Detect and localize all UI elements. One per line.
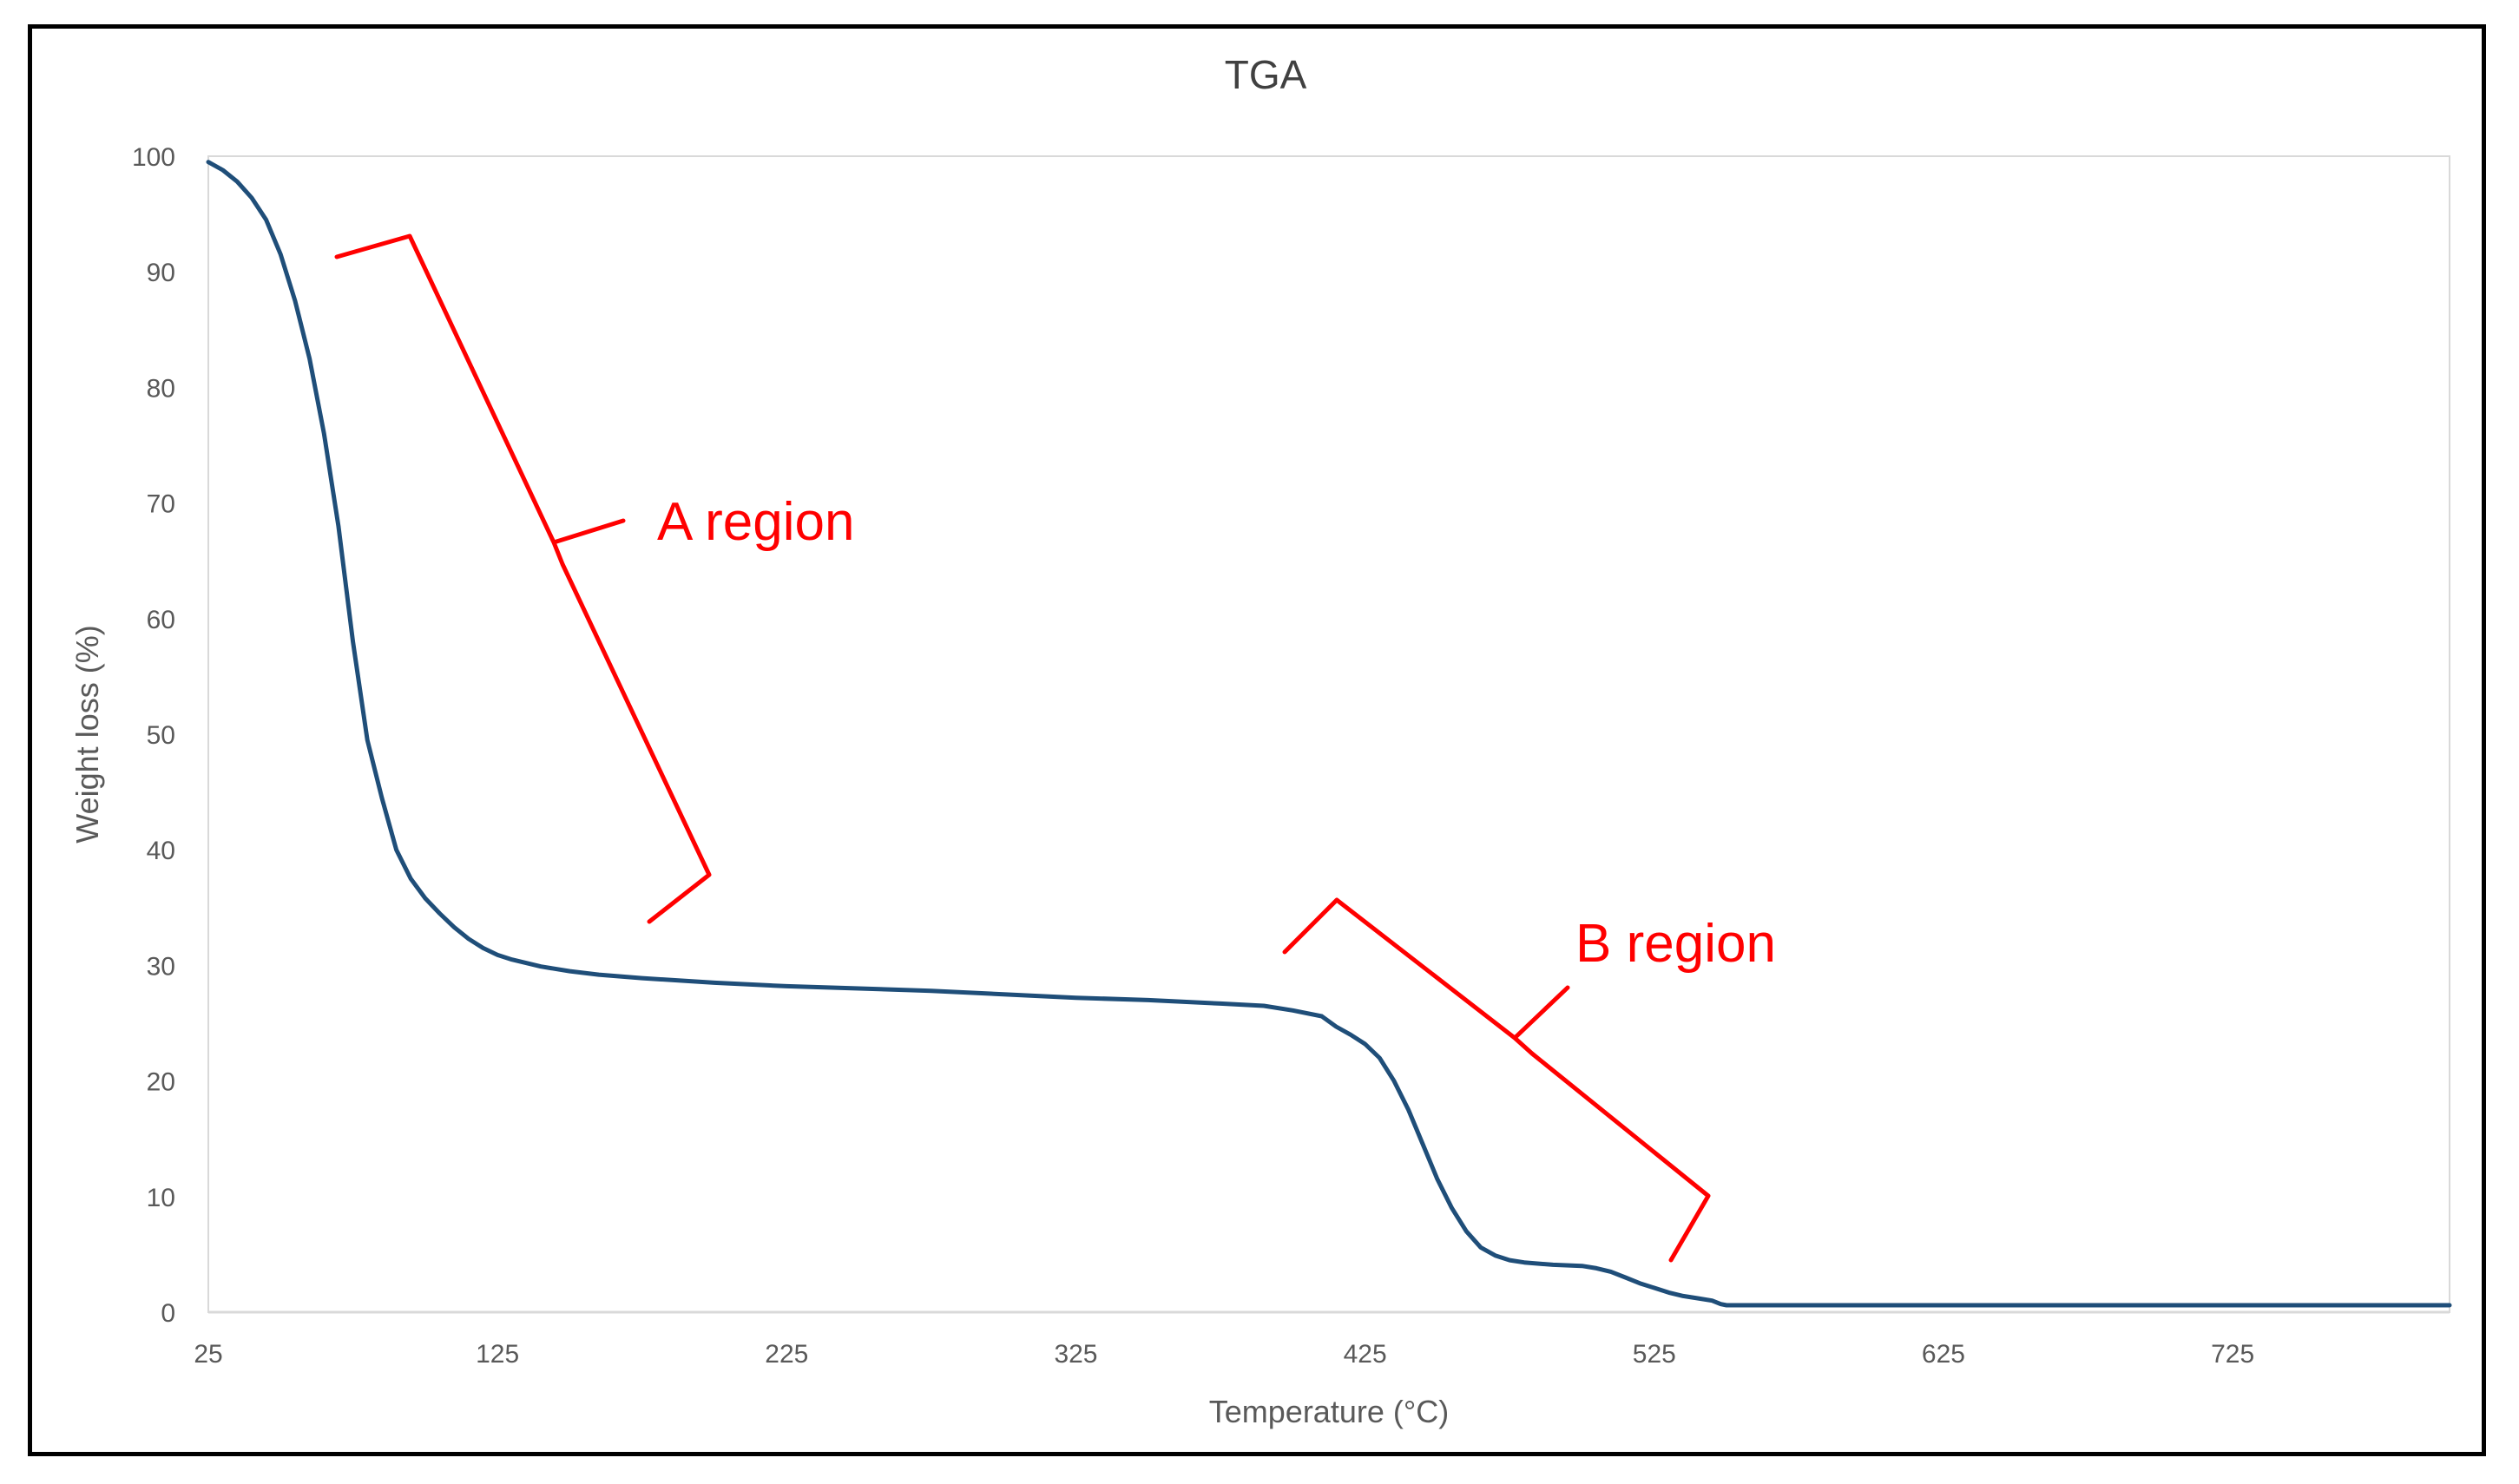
- x-tick-label: 425: [1344, 1340, 1387, 1369]
- annotation-a-region: A region: [657, 492, 855, 552]
- y-tick-label: 10: [147, 1184, 175, 1212]
- y-axis-title: Weight loss (%): [69, 625, 105, 843]
- y-tick-label: 90: [147, 259, 175, 287]
- y-tick-label: 30: [147, 952, 175, 981]
- series-line-tga: [206, 160, 2452, 1308]
- y-tick-label: 20: [147, 1068, 175, 1097]
- chart-frame: [28, 24, 2486, 1456]
- x-tick-label: 125: [476, 1340, 519, 1369]
- plot-area: [207, 155, 2450, 1313]
- y-axis: 0 10 20 30 40 50 60 70 80 90 100: [132, 143, 175, 1328]
- x-axis-title: Temperature (°C): [1209, 1394, 1449, 1429]
- x-tick-label: 525: [1633, 1340, 1676, 1369]
- bracket-a-region: [334, 233, 712, 924]
- y-tick-label: 50: [147, 721, 175, 750]
- x-tick-label: 25: [194, 1340, 222, 1369]
- x-tick-label: 625: [1922, 1340, 1965, 1369]
- y-tick-label: 60: [147, 606, 175, 634]
- x-axis: 25 125 225 325 425 525 625 725: [194, 1340, 2254, 1369]
- bracket-b-region: [1282, 897, 1711, 1263]
- y-tick-label: 0: [161, 1299, 175, 1328]
- annotation-b-region: B region: [1575, 914, 1776, 974]
- y-tick-label: 100: [132, 143, 175, 172]
- chart-title: TGA: [1225, 52, 1307, 97]
- x-tick-label: 225: [765, 1340, 808, 1369]
- y-tick-label: 40: [147, 837, 175, 865]
- y-tick-label: 70: [147, 490, 175, 519]
- x-tick-label: 325: [1054, 1340, 1097, 1369]
- y-tick-label: 80: [147, 374, 175, 403]
- x-tick-label: 725: [2211, 1340, 2254, 1369]
